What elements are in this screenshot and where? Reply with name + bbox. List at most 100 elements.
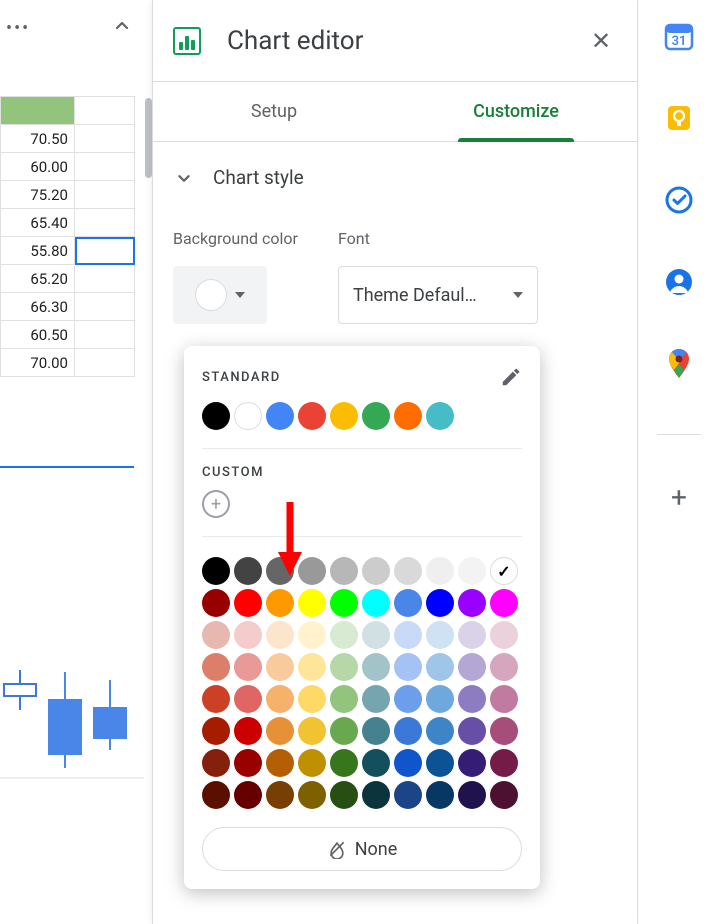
maps-icon[interactable] bbox=[661, 346, 697, 382]
color-swatch[interactable] bbox=[458, 781, 486, 809]
color-swatch[interactable] bbox=[426, 557, 454, 585]
color-swatch[interactable] bbox=[394, 653, 422, 681]
color-swatch[interactable] bbox=[490, 589, 518, 617]
font-select[interactable]: Theme Defaul… bbox=[338, 266, 538, 324]
color-swatch[interactable] bbox=[298, 557, 326, 585]
contacts-icon[interactable] bbox=[661, 264, 697, 300]
color-swatch[interactable] bbox=[330, 685, 358, 713]
cell[interactable]: 66.30 bbox=[1, 293, 75, 321]
color-swatch[interactable] bbox=[394, 717, 422, 745]
color-swatch[interactable] bbox=[426, 717, 454, 745]
color-swatch[interactable] bbox=[362, 402, 390, 430]
color-swatch[interactable] bbox=[330, 402, 358, 430]
color-swatch[interactable] bbox=[426, 653, 454, 681]
cell[interactable]: 70.50 bbox=[1, 125, 75, 153]
color-swatch[interactable] bbox=[266, 402, 294, 430]
keep-icon[interactable] bbox=[661, 100, 697, 136]
spreadsheet-cells[interactable]: 70.5060.0075.2065.4055.8065.2066.3060.50… bbox=[0, 96, 135, 377]
cell[interactable] bbox=[75, 349, 135, 377]
color-swatch[interactable] bbox=[426, 781, 454, 809]
color-swatch[interactable] bbox=[458, 557, 486, 585]
color-swatch[interactable] bbox=[426, 589, 454, 617]
color-swatch[interactable] bbox=[298, 402, 326, 430]
calendar-icon[interactable]: 31 bbox=[661, 18, 697, 54]
color-swatch[interactable] bbox=[394, 402, 422, 430]
color-swatch[interactable] bbox=[234, 781, 262, 809]
tab-customize[interactable]: Customize bbox=[395, 82, 637, 141]
color-swatch[interactable] bbox=[458, 589, 486, 617]
none-color-button[interactable]: None bbox=[202, 827, 522, 871]
color-swatch[interactable] bbox=[330, 621, 358, 649]
color-swatch[interactable] bbox=[234, 621, 262, 649]
scrollbar-thumb[interactable] bbox=[145, 98, 152, 178]
color-swatch[interactable] bbox=[266, 557, 294, 585]
color-swatch[interactable] bbox=[458, 653, 486, 681]
color-swatch[interactable] bbox=[362, 717, 390, 745]
color-swatch[interactable] bbox=[362, 557, 390, 585]
cell[interactable]: 65.20 bbox=[1, 265, 75, 293]
color-swatch[interactable] bbox=[458, 749, 486, 777]
tasks-icon[interactable] bbox=[661, 182, 697, 218]
color-swatch[interactable] bbox=[490, 557, 518, 585]
cell[interactable]: 60.00 bbox=[1, 153, 75, 181]
color-swatch[interactable] bbox=[234, 402, 262, 430]
add-addon-button[interactable]: + bbox=[671, 481, 687, 514]
color-swatch[interactable] bbox=[426, 749, 454, 777]
cell[interactable] bbox=[75, 265, 135, 293]
color-swatch[interactable] bbox=[266, 621, 294, 649]
cell[interactable] bbox=[75, 293, 135, 321]
color-swatch[interactable] bbox=[394, 685, 422, 713]
bg-color-button[interactable] bbox=[173, 266, 267, 324]
color-swatch[interactable] bbox=[266, 589, 294, 617]
cell[interactable]: 70.00 bbox=[1, 349, 75, 377]
color-swatch[interactable] bbox=[298, 589, 326, 617]
color-swatch[interactable] bbox=[490, 749, 518, 777]
close-icon[interactable]: ✕ bbox=[585, 25, 617, 57]
cell[interactable] bbox=[75, 321, 135, 349]
color-swatch[interactable] bbox=[330, 589, 358, 617]
cell[interactable] bbox=[75, 153, 135, 181]
color-swatch[interactable] bbox=[458, 621, 486, 649]
color-swatch[interactable] bbox=[394, 557, 422, 585]
color-swatch[interactable] bbox=[426, 621, 454, 649]
color-swatch[interactable] bbox=[266, 685, 294, 713]
cell[interactable]: 65.40 bbox=[1, 209, 75, 237]
color-swatch[interactable] bbox=[202, 685, 230, 713]
color-swatch[interactable] bbox=[426, 685, 454, 713]
color-swatch[interactable] bbox=[266, 653, 294, 681]
header-cell[interactable] bbox=[1, 97, 75, 125]
cell[interactable] bbox=[75, 209, 135, 237]
color-swatch[interactable] bbox=[298, 685, 326, 713]
chart-preview[interactable] bbox=[0, 610, 144, 810]
cell[interactable]: 75.20 bbox=[1, 181, 75, 209]
color-swatch[interactable] bbox=[202, 589, 230, 617]
color-swatch[interactable] bbox=[298, 749, 326, 777]
color-swatch[interactable] bbox=[362, 621, 390, 649]
cell[interactable] bbox=[75, 237, 135, 265]
cell[interactable]: 55.80 bbox=[1, 237, 75, 265]
color-swatch[interactable] bbox=[202, 621, 230, 649]
color-swatch[interactable] bbox=[426, 402, 454, 430]
color-swatch[interactable] bbox=[202, 402, 230, 430]
color-swatch[interactable] bbox=[362, 653, 390, 681]
chevron-up-icon[interactable] bbox=[110, 14, 134, 38]
color-swatch[interactable] bbox=[202, 653, 230, 681]
color-swatch[interactable] bbox=[330, 557, 358, 585]
color-swatch[interactable] bbox=[490, 621, 518, 649]
color-swatch[interactable] bbox=[394, 749, 422, 777]
cell[interactable]: 60.50 bbox=[1, 321, 75, 349]
cell[interactable] bbox=[75, 181, 135, 209]
color-swatch[interactable] bbox=[266, 749, 294, 777]
color-swatch[interactable] bbox=[234, 685, 262, 713]
color-swatch[interactable] bbox=[234, 589, 262, 617]
chart-style-section[interactable]: Chart style bbox=[153, 142, 637, 229]
color-swatch[interactable] bbox=[490, 653, 518, 681]
color-swatch[interactable] bbox=[458, 685, 486, 713]
color-swatch[interactable] bbox=[234, 749, 262, 777]
color-swatch[interactable] bbox=[234, 653, 262, 681]
color-swatch[interactable] bbox=[394, 589, 422, 617]
color-swatch[interactable] bbox=[330, 653, 358, 681]
header-cell-b[interactable] bbox=[75, 97, 135, 125]
pencil-icon[interactable] bbox=[500, 366, 522, 388]
color-swatch[interactable] bbox=[266, 781, 294, 809]
